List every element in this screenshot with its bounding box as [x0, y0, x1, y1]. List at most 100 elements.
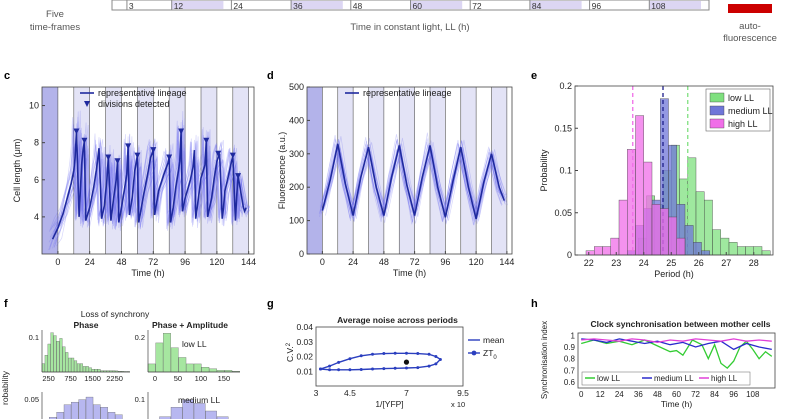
- division-marker: [81, 137, 88, 144]
- y-tick-label: 10: [29, 101, 39, 111]
- data-point: [404, 366, 408, 370]
- x-tick-label: 60: [672, 390, 681, 399]
- shade-band: [399, 87, 415, 254]
- data-point: [328, 368, 332, 372]
- zt0-marker: [403, 359, 410, 365]
- division-marker: [105, 154, 112, 161]
- legend-box: [581, 371, 751, 386]
- shade-band: [430, 87, 446, 254]
- x-tick-label: 48: [653, 390, 662, 399]
- division-marker: [150, 147, 157, 154]
- shade-band: [105, 87, 122, 254]
- y-tick-label: 0.2: [559, 81, 572, 91]
- shade-band: [460, 87, 477, 254]
- x-tick-label: 0: [320, 257, 325, 267]
- panel-letter-h: h: [531, 298, 538, 310]
- timeline-tick-label: 72: [472, 1, 482, 11]
- mini-hist-bar: [170, 347, 179, 373]
- hist-bar-high-ll: [627, 149, 636, 256]
- background-trace: [325, 136, 508, 221]
- background-trace: [49, 124, 244, 251]
- legend-swatch-marker: [471, 350, 477, 356]
- y-tick-label: 0.01: [296, 366, 313, 376]
- mini-hist-bar: [186, 363, 194, 373]
- timeline-tick-label: 48: [353, 1, 363, 11]
- mini-hist-bar: [68, 357, 72, 373]
- shade-band: [337, 87, 354, 254]
- legend-label: representative lineage: [363, 88, 452, 98]
- shade-band: [137, 87, 154, 254]
- mini-hist-bar: [147, 363, 156, 373]
- mini-hist-bar: [59, 338, 63, 373]
- y-tick-label: 0.02: [296, 352, 313, 362]
- pre-shade-band: [42, 87, 58, 254]
- mini-x-tick-label: 100: [195, 374, 208, 383]
- data-point: [416, 352, 420, 356]
- hist-bar-high-ll: [643, 161, 653, 256]
- data-point: [337, 368, 341, 372]
- y-tick-label: 0.15: [554, 123, 572, 133]
- row-label-low: low LL: [182, 339, 207, 349]
- mini-hist-bar: [47, 343, 51, 373]
- x-tick-label: 144: [499, 257, 514, 267]
- x-tick-label: 96: [180, 257, 190, 267]
- axes-frame: [306, 86, 513, 255]
- y-tick-label: 4: [34, 212, 39, 222]
- hist-bar-high-ll: [618, 199, 628, 256]
- y-axis-label: Synchronisation index: [540, 321, 549, 399]
- division-marker: [215, 150, 222, 157]
- mini-y-tick-label: 0.1: [29, 333, 39, 342]
- x-tick-label: 120: [469, 257, 484, 267]
- panel-letter-g: g: [267, 298, 274, 310]
- background-trace: [319, 132, 503, 226]
- mini-hist-bar: [201, 367, 210, 373]
- legend-swatch: [709, 92, 725, 103]
- x-tick-label: 24: [85, 257, 95, 267]
- data-point: [427, 364, 431, 368]
- hist-bar-low-ll: [753, 246, 763, 256]
- y-tick-label: 400: [289, 115, 304, 125]
- hist-bar-low-ll: [728, 242, 738, 256]
- timeline-tick-label: 12: [174, 1, 184, 11]
- y-tick-label: 300: [289, 149, 304, 159]
- x-tick-label: 24: [615, 390, 624, 399]
- panel-title: Average noise across periods: [337, 315, 458, 325]
- x-tick-label: 96: [440, 257, 450, 267]
- y-axis-label: Probability: [539, 149, 549, 192]
- x-tick-label: 22: [584, 258, 594, 268]
- mini-hist-bar: [62, 346, 66, 373]
- mini-hist-bar: [209, 368, 217, 373]
- hist-bar-high-ll: [594, 246, 603, 256]
- mini-hist-bar: [49, 417, 57, 419]
- y-tick-label: 1: [571, 331, 576, 340]
- panel-h-synchronisation: Clock synchronisation between mother cel…: [540, 319, 776, 409]
- mini-hist-bar: [74, 360, 78, 373]
- subtitle-phase: Phase: [73, 320, 98, 330]
- mini-hist-bar: [91, 369, 95, 373]
- y-tick-label: 0.6: [564, 378, 576, 387]
- hist-bar-high-ll: [585, 250, 595, 256]
- hist-bar-high-ll: [668, 216, 677, 256]
- y-axis-label: Fluorescence (a.u.): [277, 132, 287, 210]
- x-tick-label: 24: [639, 258, 649, 268]
- mini-hist-bar: [85, 396, 94, 419]
- y-axis-label: Cell length (μm): [12, 139, 22, 203]
- legend-label: low LL: [728, 93, 754, 103]
- mini-hist-bar: [63, 404, 72, 419]
- mini-x-tick-label: 1500: [84, 374, 101, 383]
- series-line-high-ll: [581, 338, 772, 344]
- data-point: [382, 352, 386, 356]
- background-trace: [49, 128, 244, 238]
- y-tick-label: 100: [289, 216, 304, 226]
- timeline-tick-label: 84: [532, 1, 542, 11]
- autofluorescence-label-line1: auto-: [739, 21, 761, 32]
- data-point: [328, 364, 332, 368]
- timeline-tick-label: 108: [651, 1, 665, 11]
- hist-bar-high-ll: [651, 204, 661, 256]
- x-tick-label: 3: [314, 388, 319, 398]
- row-label-medium: medium LL: [178, 395, 220, 405]
- division-marker: [125, 143, 132, 150]
- y-tick-label: 0.8: [564, 355, 576, 364]
